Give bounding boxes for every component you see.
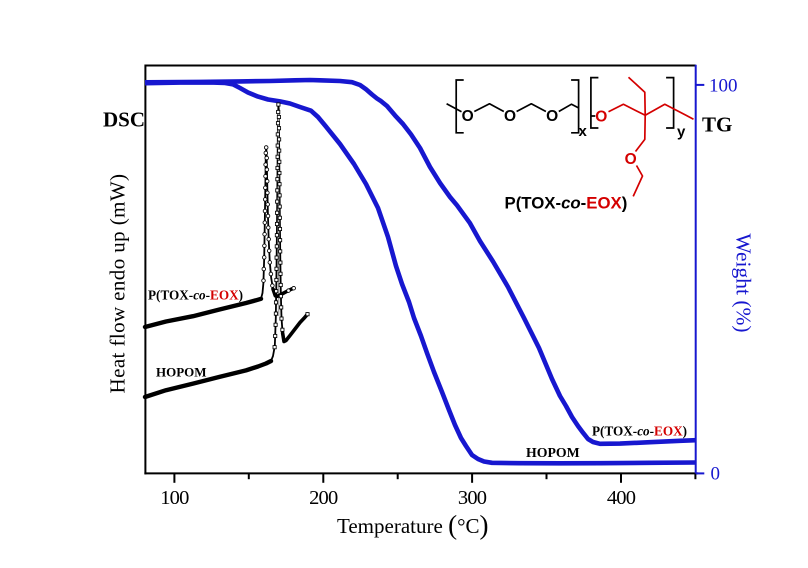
svg-text:P(TOX-co-EOX): P(TOX-co-EOX) xyxy=(505,194,628,213)
svg-text:HOPOM: HOPOM xyxy=(526,445,580,460)
svg-text:O: O xyxy=(625,151,637,168)
svg-text:O: O xyxy=(462,108,474,125)
svg-text:x: x xyxy=(579,123,588,140)
svg-text:100: 100 xyxy=(160,487,189,509)
svg-text:DSC: DSC xyxy=(103,108,145,132)
svg-text:0: 0 xyxy=(711,464,721,485)
svg-text:HOPOM: HOPOM xyxy=(156,365,207,380)
svg-text:Weight (%): Weight (%) xyxy=(732,233,756,332)
svg-text:Heat flow endo up (mW): Heat flow endo up (mW) xyxy=(106,174,130,394)
svg-text:O: O xyxy=(504,108,516,125)
svg-text:Temperature (°C): Temperature (°C) xyxy=(337,510,488,540)
svg-text:P(TOX-co-EOX): P(TOX-co-EOX) xyxy=(148,288,243,303)
svg-text:300: 300 xyxy=(458,487,487,509)
svg-text:100: 100 xyxy=(709,76,738,97)
svg-text:200: 200 xyxy=(309,487,338,509)
svg-text:TG: TG xyxy=(702,113,732,137)
svg-text:y: y xyxy=(677,124,686,141)
svg-text:400: 400 xyxy=(607,487,636,509)
svg-text:O: O xyxy=(595,109,607,126)
svg-text:P(TOX-co-EOX): P(TOX-co-EOX) xyxy=(592,424,687,439)
svg-text:O: O xyxy=(546,108,558,125)
